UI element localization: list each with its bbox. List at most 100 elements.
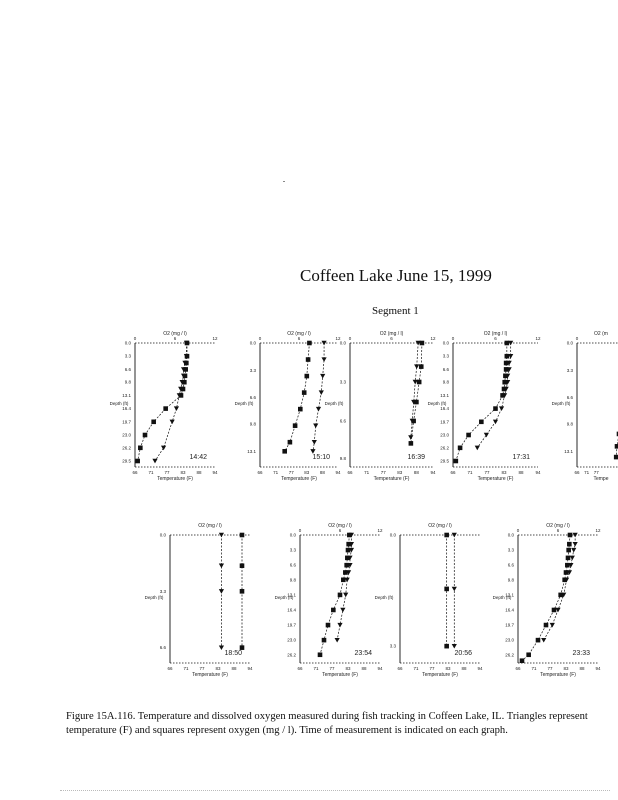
depth-tick-label: 0.0	[390, 533, 397, 538]
oxygen-point	[457, 445, 463, 451]
top-axis-label: O2 (mg / l)	[380, 331, 404, 337]
bottom-tick-label: 83	[445, 666, 451, 671]
bottom-tick-label: 77	[547, 666, 553, 671]
bottom-tick-label: 77	[329, 666, 335, 671]
depth-tick-label: 6.6	[508, 563, 515, 568]
depth-axis-label: Depth (ft)	[275, 595, 294, 600]
temperature-point	[483, 432, 489, 438]
temperature-point	[310, 449, 316, 454]
temperature-point	[344, 577, 350, 583]
oxygen-point	[444, 586, 449, 592]
temperature-line	[154, 343, 187, 462]
depth-tick-label: 26.2	[505, 652, 514, 657]
oxygen-point	[504, 340, 510, 346]
oxygen-point	[614, 444, 618, 449]
temperature-point	[508, 340, 514, 346]
oxygen-point	[416, 379, 422, 385]
top-tick-label: 12	[535, 336, 541, 341]
top-tick-label: 12	[430, 336, 436, 341]
depth-tick-label: 13.1	[287, 592, 296, 597]
temperature-point	[321, 340, 327, 346]
depth-tick-label: 16.4	[287, 607, 296, 612]
bottom-tick-label: 66	[132, 470, 138, 475]
temperature-point	[474, 445, 480, 451]
measurement-time: 18:50	[224, 650, 242, 657]
oxygen-point	[562, 577, 567, 583]
oxygen-point	[304, 373, 310, 379]
oxygen-point	[418, 364, 424, 369]
depth-axis-label: Depth (ft)	[375, 595, 394, 600]
depth-tick-label: 6.6	[125, 367, 132, 372]
top-axis-label: O2 (m	[594, 331, 608, 337]
depth-axis-label: Depth (ft)	[110, 401, 129, 406]
oxygen-point	[151, 419, 156, 425]
bottom-tick-label: 88	[579, 666, 585, 671]
oxygen-point	[551, 607, 557, 613]
top-tick-label: 6	[339, 528, 342, 533]
depth-tick-label: 0.0	[290, 533, 297, 538]
top-tick-label: 12	[335, 336, 341, 341]
segment-label: Segment 1	[372, 305, 419, 317]
depth-tick-label: 6.6	[567, 395, 574, 400]
depth-tick-label: 6.6	[250, 395, 257, 400]
temperature-point	[340, 607, 346, 613]
depth-tick-label: 26.2	[440, 445, 449, 450]
depth-tick-label: 9.8	[340, 456, 347, 461]
top-tick-label: 6	[390, 336, 393, 341]
oxygen-point	[419, 340, 425, 346]
oxygen-point	[178, 393, 184, 398]
bottom-tick-label: 77	[484, 470, 490, 475]
depth-tick-label: 23.0	[440, 433, 449, 438]
depth-tick-label: 9.8	[290, 577, 297, 582]
measurement-time: 15:10	[312, 454, 330, 461]
bottom-tick-label: 66	[347, 470, 353, 475]
depth-profile-chart-4: O2 (mg / l) 0 6 12 66 71 77 83 88 94 Temperature (…	[428, 331, 541, 482]
oxygen-line	[284, 342, 310, 452]
top-tick-label: 0	[349, 336, 352, 341]
bottom-axis-label: Temperature (F)	[157, 476, 193, 482]
oxygen-point	[282, 448, 287, 454]
depth-profile-chart-9: O2 (mg / l) 0 6 12 66 71 77 83 88 94 Temperature (…	[493, 523, 601, 678]
scan-noise-line	[60, 790, 610, 793]
depth-tick-label: 9.8	[125, 380, 132, 385]
depth-profile-chart-3: O2 (mg / l) 0 6 12 66 71 77 83 88 94 Temperature (…	[325, 331, 436, 482]
depth-tick-label: 3.3	[567, 368, 574, 373]
temperature-line	[410, 342, 419, 438]
bottom-tick-label: 66	[397, 666, 403, 671]
temperature-point	[408, 435, 414, 440]
bottom-tick-label: 94	[377, 666, 383, 671]
depth-tick-label: 13.1	[122, 393, 131, 398]
oxygen-point	[503, 373, 508, 379]
depth-profile-chart-8: O2 (mg / l) 66 71 77 83 88 94 Temperature (F) 0.…	[375, 523, 483, 678]
oxygen-line	[137, 343, 188, 462]
oxygen-point	[504, 353, 510, 359]
depth-tick-label: 13.1	[564, 449, 573, 454]
oxygen-point	[239, 645, 245, 650]
temperature-point	[414, 364, 420, 370]
temperature-point	[321, 357, 327, 362]
oxygen-point	[543, 622, 549, 628]
depth-tick-label: 23.0	[287, 638, 296, 643]
temperature-point	[337, 622, 343, 628]
oxygen-point	[444, 643, 449, 649]
bottom-tick-label: 94	[430, 470, 436, 475]
bottom-tick-label: 94	[477, 666, 483, 671]
oxygen-point	[239, 532, 245, 538]
bottom-tick-label: 66	[515, 666, 521, 671]
bottom-tick-label: 94	[212, 470, 218, 475]
temperature-point	[343, 592, 349, 598]
depth-tick-label: 0.0	[340, 341, 347, 346]
oxygen-point	[563, 570, 569, 575]
top-axis-label: O2 (mg / l)	[428, 523, 452, 529]
bottom-axis-label: Temperature (F)	[281, 476, 317, 482]
bottom-tick-label: 71	[183, 666, 189, 671]
temperature-line	[312, 343, 325, 452]
depth-tick-label: 0.0	[443, 341, 450, 346]
oxygen-point	[345, 547, 351, 553]
top-axis-label: O2 (mg / l)	[546, 523, 570, 529]
depth-tick-label: 0.0	[160, 533, 167, 538]
bottom-tick-label: 94	[535, 470, 541, 475]
oxygen-point	[479, 419, 484, 425]
depth-tick-label: 29.5	[440, 459, 449, 464]
